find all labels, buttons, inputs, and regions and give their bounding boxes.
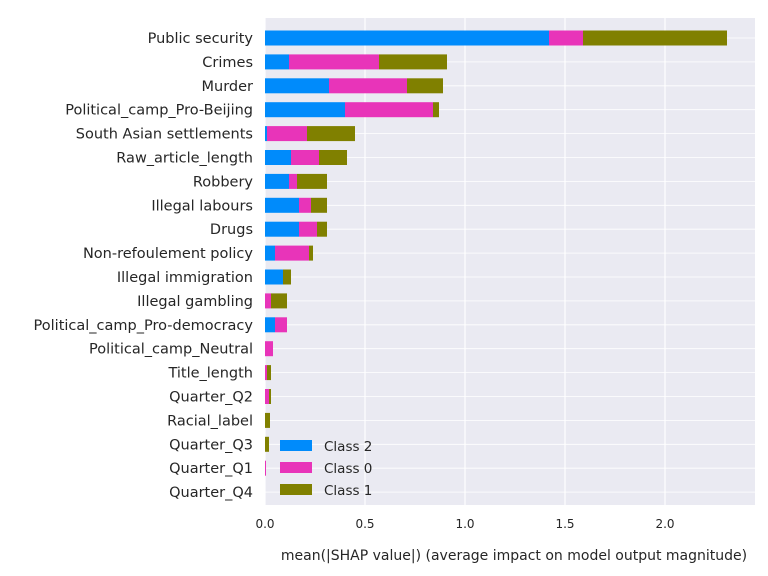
x-tick-labels: 0.0 0.5 1.0 1.5 2.0 — [255, 517, 674, 531]
legend-swatch-class-2 — [280, 440, 312, 451]
bar-class-1-crimes — [379, 54, 447, 70]
bar-class-1-illegal-labours — [311, 197, 327, 213]
bar-class-2-raw-article-length — [265, 150, 291, 165]
x-tick-label: 0.5 — [355, 517, 374, 531]
y-tick-label-illegal-gambling: Illegal gambling — [137, 294, 253, 310]
bar-class-1-quarter-q2 — [269, 389, 271, 404]
bar-class-1-illegal-immigration — [283, 269, 291, 285]
bar-class-2-murder — [265, 78, 329, 94]
y-tick-label-murder: Murder — [202, 79, 254, 95]
bar-class-0-drugs — [299, 221, 317, 237]
y-tick-label-quarter-q1: Quarter_Q1 — [169, 461, 253, 477]
bar-class-0-quarter-q2 — [265, 389, 269, 404]
bar-class-0-south-asian-settlements — [267, 126, 307, 142]
bar-class-2-non-refoulement-policy — [265, 245, 275, 261]
y-tick-label-non-refoulement-policy: Non-refoulement policy — [83, 246, 253, 262]
bar-class-1-political-camp-pro-beijing — [433, 102, 439, 118]
bar-class-2-robbery — [265, 173, 289, 189]
y-tick-label-illegal-labours: Illegal labours — [151, 198, 253, 214]
x-tick-label: 1.0 — [455, 517, 474, 531]
bars — [265, 30, 727, 476]
bar-class-1-murder — [407, 78, 443, 94]
y-tick-label-drugs: Drugs — [210, 222, 253, 238]
legend-swatch-class-1 — [280, 484, 312, 495]
bar-class-1-raw-article-length — [319, 150, 347, 165]
y-tick-label-political-camp-pro-democracy: Political_camp_Pro-democracy — [34, 318, 254, 334]
bar-class-1-robbery — [297, 173, 327, 189]
bar-class-0-crimes — [289, 54, 379, 70]
legend: Class 2 Class 0 Class 1 — [280, 439, 372, 499]
bar-class-0-title-length — [265, 365, 267, 381]
bar-class-1-drugs — [317, 221, 327, 237]
bar-class-1-public-security — [583, 30, 727, 46]
bar-class-2-drugs — [265, 221, 299, 237]
bar-class-1-non-refoulement-policy — [309, 245, 313, 261]
y-tick-label-south-asian-settlements: South Asian settlements — [76, 127, 253, 143]
bar-class-0-political-camp-pro-beijing — [345, 102, 433, 118]
bar-class-1-quarter-q3 — [265, 436, 269, 452]
legend-swatch-class-0 — [280, 462, 312, 473]
y-tick-labels: Public security Crimes Murder Political_cam… — [34, 31, 254, 501]
bar-class-0-quarter-q1 — [265, 460, 266, 476]
legend-label-class-0: Class 0 — [324, 461, 372, 477]
legend-label-class-2: Class 2 — [324, 439, 372, 455]
bar-class-0-illegal-labours — [299, 197, 311, 213]
bar-class-2-illegal-labours — [265, 197, 299, 213]
bar-class-2-crimes — [265, 54, 289, 70]
x-tick-label: 1.5 — [555, 517, 574, 531]
bar-class-2-south-asian-settlements — [265, 126, 267, 142]
bar-class-0-political-camp-neutral — [265, 341, 273, 357]
x-tick-label: 2.0 — [655, 517, 674, 531]
bar-class-2-political-camp-pro-democracy — [265, 317, 275, 333]
bar-class-2-public-security — [265, 30, 549, 46]
y-tick-label-title-length: Title_length — [167, 366, 253, 382]
bar-class-0-raw-article-length — [291, 150, 319, 165]
y-tick-label-robbery: Robbery — [193, 174, 254, 190]
y-tick-label-quarter-q2: Quarter_Q2 — [169, 390, 253, 406]
bar-class-0-public-security — [549, 30, 583, 46]
y-tick-label-raw-article-length: Raw_article_length — [116, 151, 253, 167]
bar-class-0-murder — [329, 78, 407, 94]
bar-class-1-illegal-gambling — [271, 293, 287, 309]
plot-area — [265, 18, 755, 505]
x-tick-label: 0.0 — [255, 517, 274, 531]
bar-class-1-south-asian-settlements — [307, 126, 355, 142]
y-tick-label-illegal-immigration: Illegal immigration — [117, 270, 253, 286]
bar-class-1-title-length — [267, 365, 271, 381]
y-tick-label-quarter-q3: Quarter_Q3 — [169, 437, 253, 453]
y-tick-label-political-camp-neutral: Political_camp_Neutral — [89, 342, 253, 358]
y-tick-label-political-camp-pro-beijing: Political_camp_Pro-Beijing — [65, 103, 253, 119]
bar-class-0-illegal-gambling — [265, 293, 271, 309]
bar-class-0-robbery — [289, 173, 297, 189]
bar-class-1-racial-label — [265, 412, 270, 428]
y-tick-label-racial-label: Racial_label — [167, 413, 253, 429]
y-tick-label-crimes: Crimes — [202, 55, 253, 71]
bar-class-2-political-camp-pro-beijing — [265, 102, 345, 118]
bar-class-2-illegal-immigration — [265, 269, 283, 285]
bar-class-0-political-camp-pro-democracy — [275, 317, 287, 333]
legend-label-class-1: Class 1 — [324, 483, 372, 499]
bar-class-0-non-refoulement-policy — [275, 245, 309, 261]
y-tick-label-public-security: Public security — [148, 31, 254, 47]
x-axis-label: mean(|SHAP value|) (average impact on mo… — [281, 548, 747, 564]
y-tick-label-quarter-q4: Quarter_Q4 — [169, 485, 253, 501]
